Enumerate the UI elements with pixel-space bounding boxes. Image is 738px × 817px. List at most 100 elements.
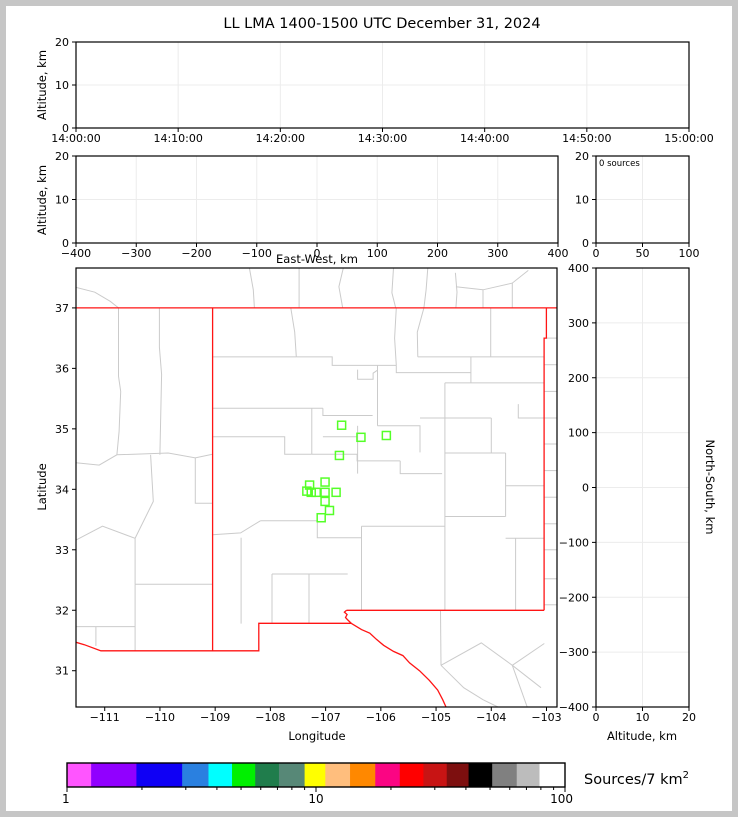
source-square xyxy=(331,487,341,498)
county-line xyxy=(357,369,378,380)
panel-e-xlabel: Altitude, km xyxy=(607,729,677,743)
colorbar-segment xyxy=(350,763,376,787)
source-square xyxy=(320,477,330,487)
map-ylabel: Latitude xyxy=(35,463,49,510)
tick-label: 0 xyxy=(593,711,600,724)
map-content xyxy=(76,268,557,707)
tick-label: −200 xyxy=(181,247,211,260)
county-line xyxy=(416,307,425,357)
tick-label: 100 xyxy=(367,247,388,260)
colorbar-segment xyxy=(91,763,137,787)
source-square xyxy=(311,487,321,498)
source-square xyxy=(320,496,330,507)
county-line xyxy=(322,408,373,416)
county-line xyxy=(134,454,154,585)
tick-label: 14:40:00 xyxy=(460,132,509,145)
tick-label: −103 xyxy=(531,711,561,724)
tick-label: 200 xyxy=(568,372,589,385)
colorbar-segment xyxy=(325,763,351,787)
source-square xyxy=(336,420,347,430)
colorbar-label-exponent: 2 xyxy=(683,770,689,781)
axis-frame xyxy=(75,267,558,708)
tick-label: 0 xyxy=(593,247,600,260)
colorbar-segment xyxy=(539,763,566,787)
county-line xyxy=(440,642,542,689)
county-line xyxy=(311,453,401,462)
tick-label: 10 xyxy=(55,194,69,207)
tick-label: 0 xyxy=(62,122,69,135)
tick-label: −100 xyxy=(242,247,272,260)
source-square xyxy=(306,487,317,498)
colorbar-segment xyxy=(255,763,280,787)
county-line xyxy=(395,365,471,374)
county-line xyxy=(212,520,261,536)
colorbar: 1 10 100 xyxy=(62,762,573,806)
tick-label: 10 xyxy=(636,711,650,724)
source-square xyxy=(334,450,345,461)
tick-label: −110 xyxy=(145,711,175,724)
colorbar-tick-label: 100 xyxy=(550,792,573,806)
tick-label: 14:00:00 xyxy=(51,132,100,145)
county-line xyxy=(116,307,122,455)
tick-label: 32 xyxy=(55,604,69,617)
tick-label: 34 xyxy=(55,483,69,496)
tick-label: 10 xyxy=(575,194,589,207)
tick-label: −400 xyxy=(559,701,589,714)
source-square xyxy=(381,430,392,441)
state-border-line xyxy=(543,307,548,611)
source-square xyxy=(316,512,326,523)
tick-label: 20 xyxy=(55,36,69,49)
tick-label: −106 xyxy=(366,711,396,724)
county-line xyxy=(212,436,312,455)
source-square xyxy=(320,487,330,498)
tick-label: 0 xyxy=(314,247,321,260)
colorbar-segment xyxy=(492,763,518,787)
page-title: LL LMA 1400-1500 UTC December 31, 2024 xyxy=(223,16,540,32)
tick-label: 100 xyxy=(568,427,589,440)
tick-label: 35 xyxy=(55,423,69,436)
tick-label: −104 xyxy=(476,711,506,724)
tick-label: 20 xyxy=(575,150,589,163)
tick-label: 400 xyxy=(568,262,589,275)
tick-label: 0 xyxy=(582,482,589,495)
tick-label: 37 xyxy=(55,302,69,315)
tick-label: 14:50:00 xyxy=(562,132,611,145)
panel-north-south-vs-altitude: 0 10 20 −400 −300 −200 −100 0 100 200 300 400 xyxy=(559,262,696,724)
county-line xyxy=(440,610,442,666)
tick-label: 0 xyxy=(62,237,69,250)
colorbar-label: Sources/7 km2 xyxy=(584,770,689,788)
tick-label: 50 xyxy=(636,247,650,260)
state-border-line xyxy=(76,622,352,652)
county-line xyxy=(76,286,119,309)
county-line xyxy=(391,268,397,309)
colorbar-segment xyxy=(516,763,541,787)
tick-label: −109 xyxy=(200,711,230,724)
source-square xyxy=(324,505,335,516)
colorbar-segment xyxy=(136,763,183,787)
source-square xyxy=(356,432,366,443)
county-line xyxy=(158,307,163,455)
tick-label: 0 xyxy=(582,237,589,250)
county-line xyxy=(440,664,499,707)
panel-altitude-vs-east-west: −400 −300 −200 −100 0 100 200 300 400 0 10 20 xyxy=(55,150,569,260)
tick-label: 20 xyxy=(682,711,696,724)
county-line xyxy=(512,643,545,666)
county-line xyxy=(454,272,458,308)
county-line xyxy=(511,665,528,707)
tick-label: −300 xyxy=(121,247,151,260)
tick-label: 400 xyxy=(548,247,569,260)
tick-label: 10 xyxy=(55,79,69,92)
county-line xyxy=(290,307,297,357)
tick-label: 14:30:00 xyxy=(358,132,407,145)
county-line xyxy=(517,404,545,419)
tick-label: 300 xyxy=(487,247,508,260)
colorbar-tick-label: 10 xyxy=(308,792,323,806)
colorbar-segment xyxy=(182,763,209,787)
tick-label: 300 xyxy=(568,317,589,330)
county-line xyxy=(338,268,344,308)
county-line xyxy=(260,520,362,539)
colorbar-segment xyxy=(278,763,306,787)
panel-b-ylabel: Altitude, km xyxy=(35,165,49,235)
